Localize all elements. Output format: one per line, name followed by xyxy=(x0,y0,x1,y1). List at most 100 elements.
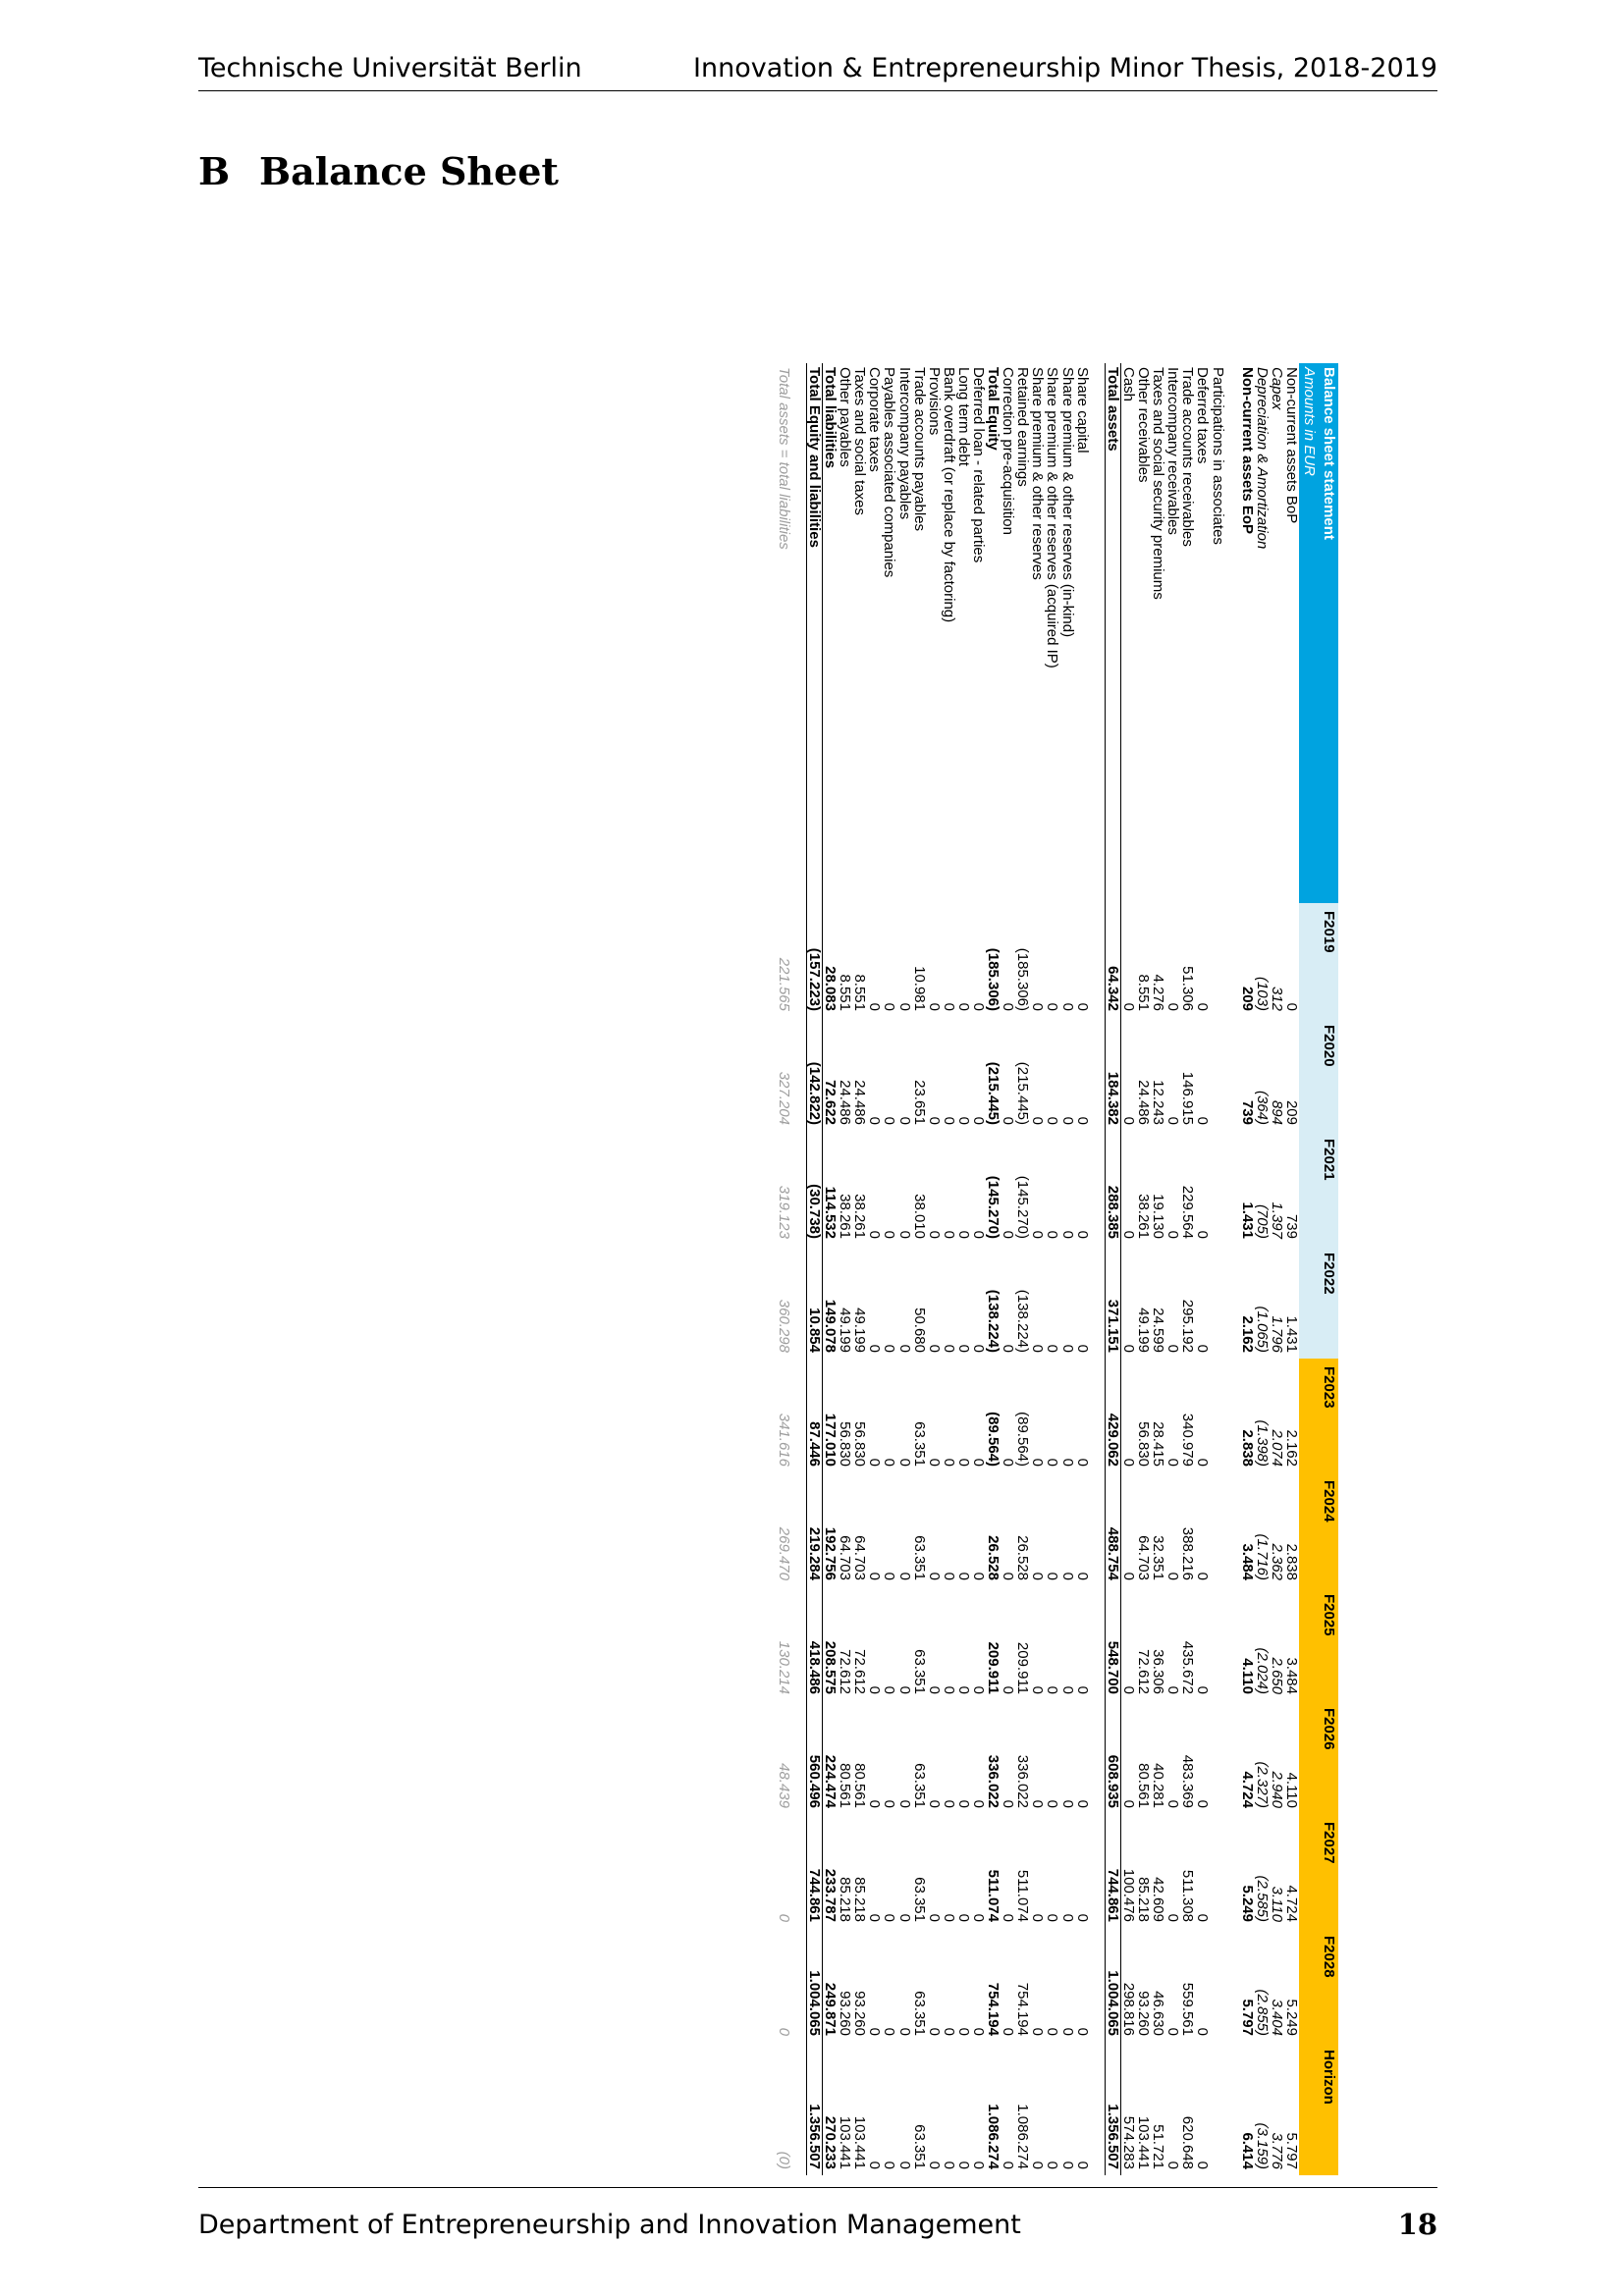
row-capex: Capex 312 894 1.397 1.796 2.074 2.362 2.650 2.94… xyxy=(1270,363,1284,2175)
row-non-current-assets-eop: Non-current assets EoP 209 739 1.431 2.162 2.… xyxy=(1240,363,1255,2175)
cell-f2024: 2.838 xyxy=(1283,1543,1299,1580)
cell-f2028: 93.260 xyxy=(852,1991,868,2036)
cell-f2028: 46.630 xyxy=(1151,1991,1166,2036)
cell-f2027: 744.861 xyxy=(1105,1814,1121,1928)
cell-f2021: 319.123 xyxy=(776,1185,791,1239)
cell-f2022: 1.431 xyxy=(1283,1315,1299,1353)
cell-f2020: 0 xyxy=(942,1017,956,1131)
cell-f2020: 0 xyxy=(1001,1017,1015,1131)
cell-f2019: 8.551 xyxy=(838,974,853,1011)
row-correction-pre-acquisition: Correction pre-acquisition00000000000 xyxy=(1001,363,1015,2175)
cell-f2026: 0 xyxy=(1030,1700,1045,1814)
cell-horizon: 0 xyxy=(896,2042,911,2175)
row-share-premium-other-reserves-in-kind: Share premium & other reserves (in-kind)… xyxy=(1060,363,1075,2175)
cell-horizon: (0) xyxy=(776,2151,791,2169)
cell-f2023: 56.830 xyxy=(1135,1421,1152,1467)
cell-f2021: 0 xyxy=(1060,1131,1075,1245)
cell-f2028: 0 xyxy=(1001,1928,1015,2042)
cell-f2022: 149.078 xyxy=(822,1299,839,1353)
row-share-premium-other-reserves-acquired-ip: Share premium & other reserves (acquired… xyxy=(1045,363,1059,2175)
cell-f2023: 0 xyxy=(1001,1359,1015,1472)
cell-f2023: 28.415 xyxy=(1151,1421,1166,1467)
cell-f2021: 0 xyxy=(1045,1131,1059,1245)
cell-f2022: 360.298 xyxy=(776,1299,791,1353)
cell-f2028: 0 xyxy=(927,1928,942,2042)
cell-f2026: 0 xyxy=(896,1700,911,1814)
cell-f2028: 0 xyxy=(971,1928,986,2042)
cell-f2028: 0 xyxy=(1030,1928,1045,2042)
row-label: Other payables xyxy=(838,367,853,467)
cell-f2019: 0 xyxy=(1195,903,1210,1017)
cell-f2019: 0 xyxy=(1120,1002,1136,1011)
cell-f2023: 0 xyxy=(1120,1458,1136,1467)
cell-f2021: 0 xyxy=(867,1131,882,1245)
balance-sheet-body: Balance sheet statement F2019 F2020 F2021 F2… xyxy=(777,363,1338,2175)
cell-f2021: 0 xyxy=(1001,1131,1015,1245)
section-number: B xyxy=(198,149,231,193)
row-label: Payables associated companies xyxy=(882,367,897,578)
cell-f2024: 0 xyxy=(942,1472,956,1586)
cell-f2021: 229.564 xyxy=(1180,1185,1196,1239)
cell-f2025: 0 xyxy=(1120,1685,1136,1694)
cell-f2024: 488.754 xyxy=(1105,1472,1121,1586)
cell-f2027: 0 xyxy=(1165,1814,1180,1928)
cell-horizon: 0 xyxy=(927,2042,942,2175)
cell-f2025: 2.650 xyxy=(1269,1657,1284,1694)
cell-f2028: 93.260 xyxy=(838,1991,853,2036)
cell-horizon: 0 xyxy=(1165,2042,1180,2175)
cell-f2023: 2.838 xyxy=(1239,1429,1255,1467)
spacer-cell xyxy=(1225,363,1240,2175)
year-header-f2020: F2020 xyxy=(1319,1017,1338,1131)
cell-f2025: 418.486 xyxy=(806,1586,823,1700)
cell-f2027: 0 xyxy=(896,1814,911,1928)
cell-f2022: 0 xyxy=(882,1245,896,1359)
row-label: Total liabilities xyxy=(822,367,839,469)
cell-f2025: 0 xyxy=(1045,1586,1059,1700)
cell-f2023: (89.564) xyxy=(986,1412,1001,1467)
cell-f2027: 233.787 xyxy=(822,1868,839,1922)
cell-f2028: 754.194 xyxy=(1015,1982,1031,2036)
cell-horizon: 0 xyxy=(971,2042,986,2175)
cell-f2024: 0 xyxy=(1120,1572,1136,1580)
cell-f2027: 5.249 xyxy=(1239,1885,1255,1922)
cell-f2026: 560.496 xyxy=(806,1700,823,1814)
row-label: Provisions xyxy=(926,367,942,436)
cell-f2023: 340.979 xyxy=(1180,1413,1196,1467)
cell-horizon: 0 xyxy=(956,2042,971,2175)
cell-f2019: 0 xyxy=(942,903,956,1017)
row-non-current-assets-bop: Non-current assets BoP 0 209 739 1.431 2.162 2… xyxy=(1284,363,1299,2175)
cell-f2024: 0 xyxy=(971,1472,986,1586)
cell-f2025: 72.612 xyxy=(838,1649,853,1694)
spacer-row xyxy=(1225,363,1240,2175)
cell-f2020: 0 xyxy=(1030,1017,1045,1131)
cell-f2025: 0 xyxy=(927,1586,942,1700)
row-taxes-and-social-security-premiums: Taxes and social security premiums 4.276 1… xyxy=(1151,363,1165,2175)
cell-f2025: 209.911 xyxy=(986,1641,1001,1694)
row-total-equity-and-liabilities: Total Equity and liabilities (157.223) (14… xyxy=(806,363,823,2175)
row-taxes-and-social-taxes: Taxes and social taxes 8.551 24.486 38.261 4… xyxy=(852,363,867,2175)
cell-horizon: 3.776 xyxy=(1269,2132,1284,2169)
cell-horizon: 1.086.274 xyxy=(1015,2104,1031,2169)
row-label: Share premium & other reserves (acquired… xyxy=(1045,367,1060,668)
cell-f2020: 0 xyxy=(927,1017,942,1131)
cell-f2023: 429.062 xyxy=(1105,1359,1121,1472)
cell-f2027: 0 xyxy=(1030,1814,1045,1928)
cell-f2020: 184.382 xyxy=(1105,1017,1121,1131)
cell-f2026: 0 xyxy=(956,1700,971,1814)
row-bank-overdraft-or-replace-by-factoring: Bank overdraft (or replace by factoring)… xyxy=(942,363,956,2175)
row-label: Other receivables xyxy=(1135,367,1152,483)
cell-f2020: 0 xyxy=(882,1017,896,1131)
cell-f2023: 0 xyxy=(882,1359,896,1472)
row-participations-in-associates: Participations in associates xyxy=(1210,363,1224,2175)
cell-f2020: 24.486 xyxy=(838,1080,853,1125)
cell-f2022: 0 xyxy=(1195,1245,1210,1359)
cell-f2020: 0 xyxy=(1075,1017,1090,1131)
cell-f2028 xyxy=(1210,1928,1224,2042)
balance-sheet-rotated: Balance sheet statement F2019 F2020 F2021 F2… xyxy=(777,363,1338,2175)
cell-f2028: 3.404 xyxy=(1269,1999,1284,2036)
cell-f2028: 0 xyxy=(1060,1928,1075,2042)
cell-f2024: 26.528 xyxy=(1015,1535,1031,1580)
cell-f2022: 50.680 xyxy=(911,1308,927,1353)
page-footer: Department of Entrepreneurship and Innov… xyxy=(198,2187,1437,2241)
cell-f2025: 0 xyxy=(971,1586,986,1700)
